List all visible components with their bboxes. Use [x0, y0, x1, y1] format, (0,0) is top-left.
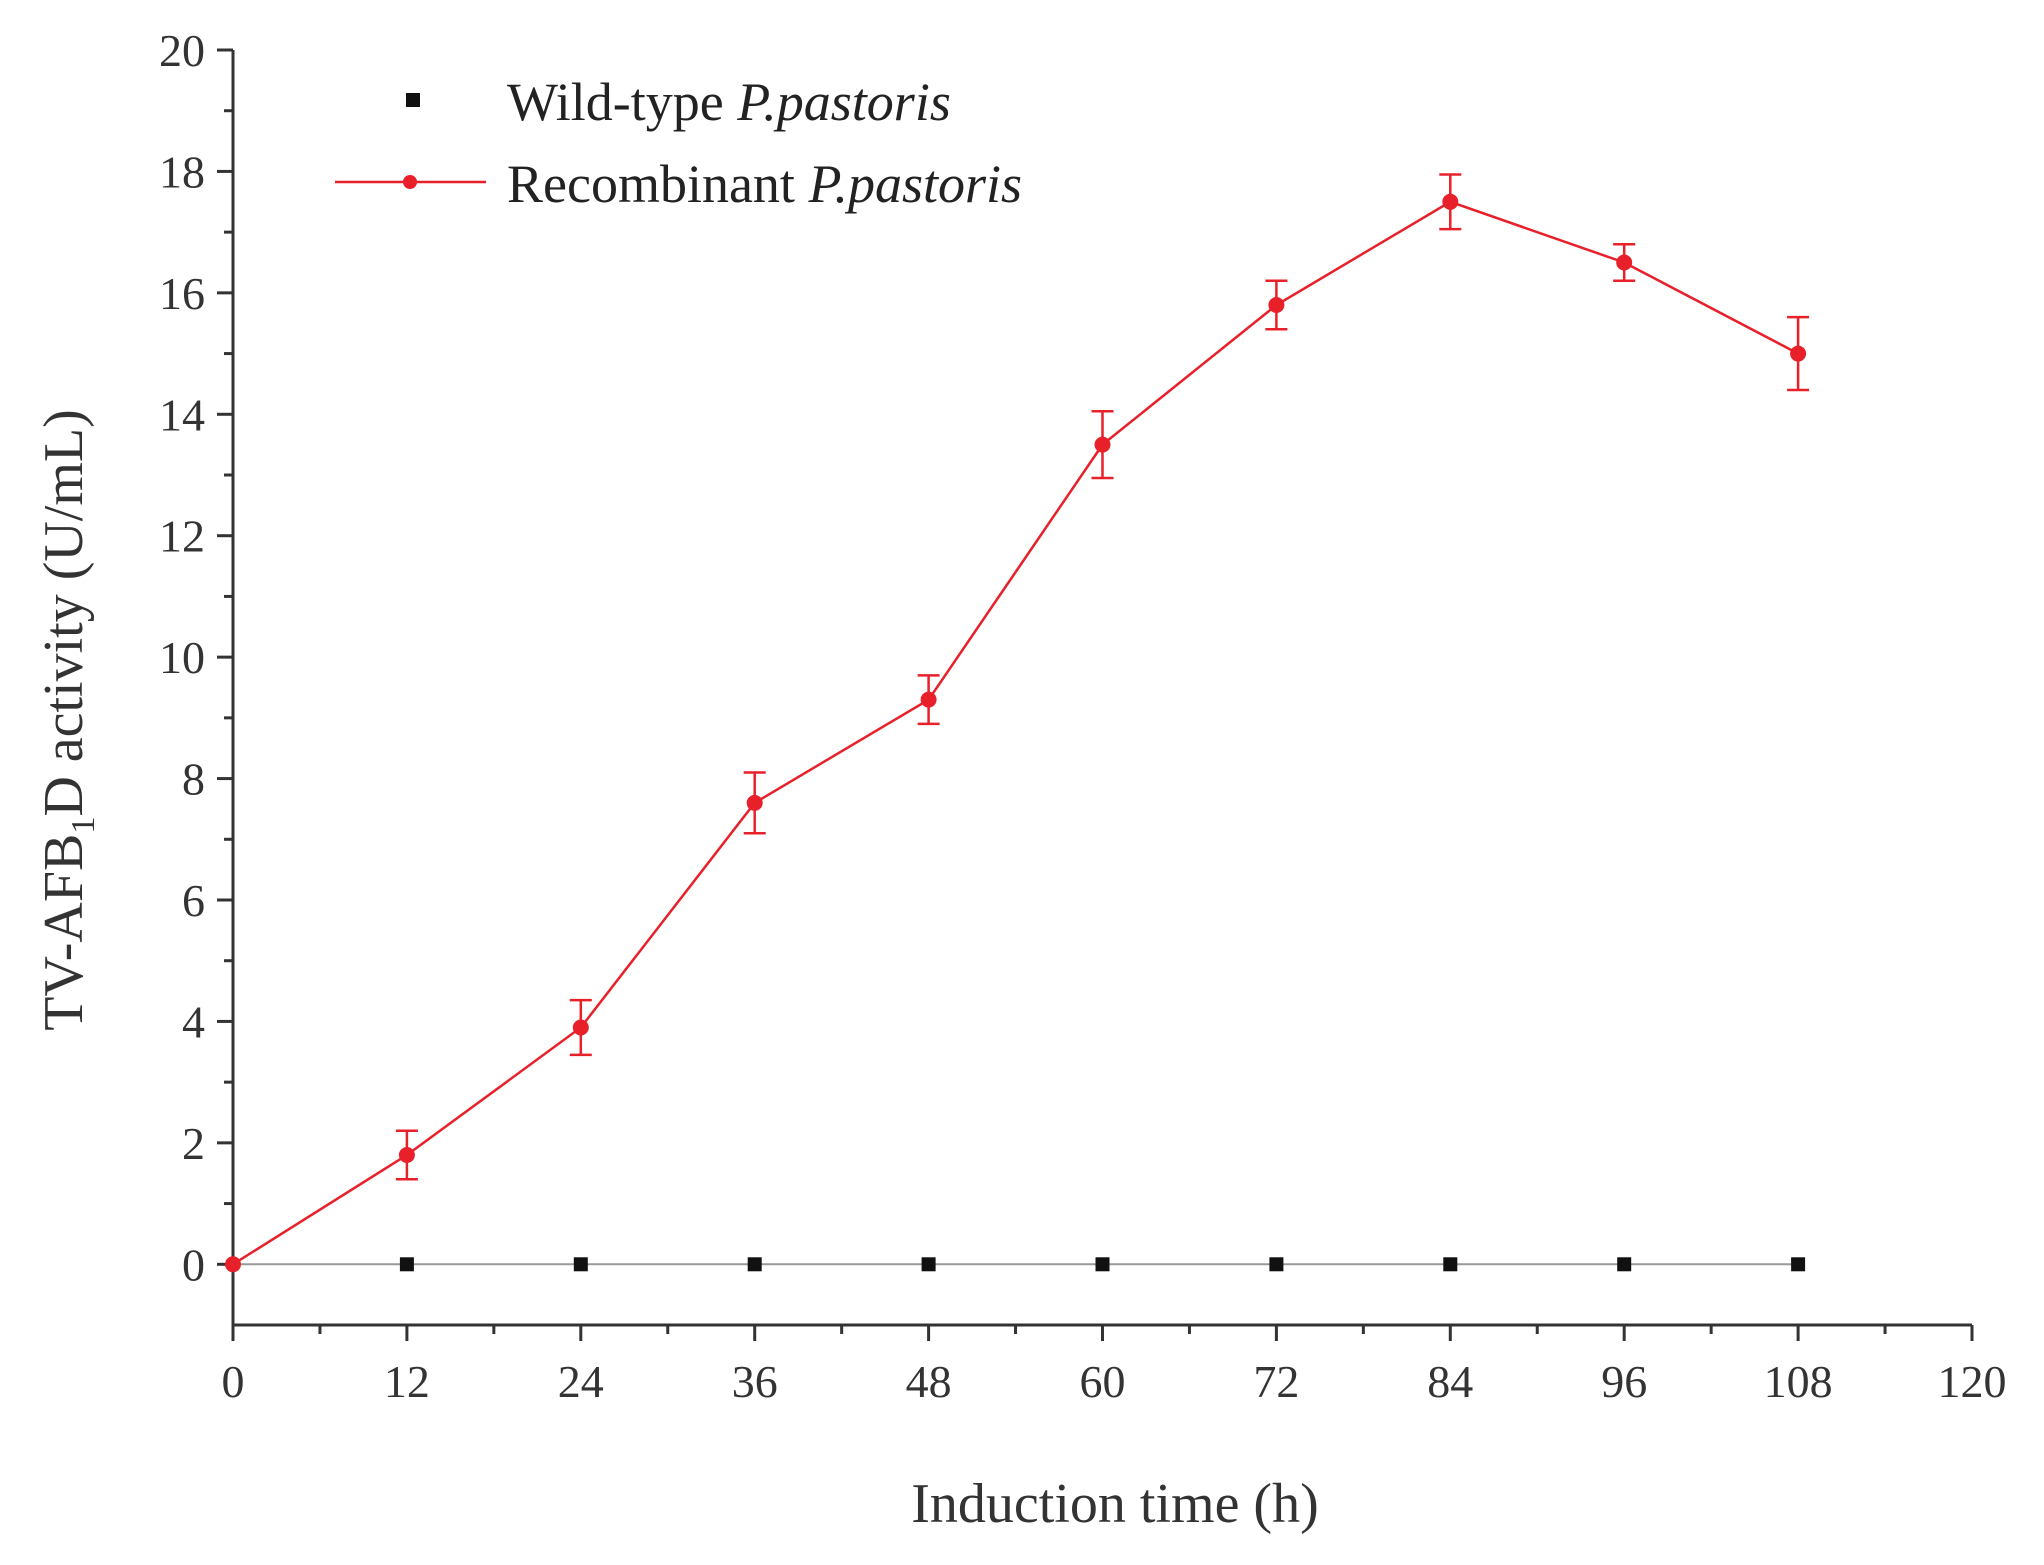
x-tick-label: 12	[384, 1356, 430, 1407]
x-tick-label: 72	[1253, 1356, 1299, 1407]
y-tick-label: 10	[159, 632, 205, 683]
legend-label-wild-type: Wild-type P.pastoris	[507, 72, 951, 132]
wild-type-point	[1095, 1257, 1110, 1272]
recombinant-point	[920, 691, 937, 708]
recombinant-point	[1790, 345, 1807, 362]
x-axis-title: Induction time (h)	[911, 1473, 1318, 1535]
recombinant-point	[1094, 436, 1111, 453]
y-tick-label: 8	[182, 754, 205, 805]
x-axis: 0 12 24 36 48 60 72 84 96 108 120	[222, 1323, 2007, 1407]
y-axis-title-subscript: 1	[65, 817, 102, 834]
wild-type-point	[921, 1257, 936, 1272]
series-wild-type	[399, 1257, 1806, 1272]
recombinant-line	[232, 200, 1799, 1266]
legend-marker-wild-type	[406, 93, 420, 107]
legend-label-wild-type-prefix: Wild-type	[507, 72, 737, 132]
x-tick-label: 24	[558, 1356, 604, 1407]
legend-label-wild-type-italic: P.pastoris	[736, 72, 951, 132]
recombinant-point	[398, 1147, 415, 1163]
y-axis-title-prefix: TV-AFB	[33, 834, 95, 1031]
recombinant-point	[572, 1019, 589, 1036]
wild-type-point	[747, 1257, 762, 1272]
legend-label-recombinant-prefix: Recombinant	[507, 154, 808, 214]
y-axis-title: TV-AFB1D activity (U/mL)	[33, 409, 102, 1031]
recombinant-point	[1268, 297, 1285, 313]
y-axis: 0 2 4 6 8 10 12 14 16 18 20	[159, 25, 235, 1325]
y-tick-label: 0	[182, 1239, 205, 1290]
y-tick-label: 16	[159, 268, 205, 319]
y-tick-label: 12	[159, 511, 205, 562]
recombinant-point	[1616, 254, 1633, 271]
x-tick-label: 48	[906, 1356, 952, 1407]
series-recombinant	[225, 173, 1810, 1273]
y-tick-label: 4	[182, 996, 205, 1047]
x-tick-label: 60	[1080, 1356, 1126, 1407]
y-tick-label: 14	[159, 389, 205, 440]
legend-label-recombinant: Recombinant P.pastoris	[507, 154, 1022, 214]
recombinant-point	[746, 794, 763, 811]
wild-type-point	[399, 1257, 414, 1272]
legend-entry-wild-type: Wild-type P.pastoris	[406, 72, 951, 132]
series-layer	[225, 173, 1810, 1273]
x-tick-label: 96	[1601, 1356, 1647, 1407]
wild-type-point	[573, 1257, 588, 1272]
legend-label-recombinant-italic: P.pastoris	[807, 154, 1022, 214]
wild-type-point	[1617, 1257, 1632, 1272]
y-tick-label: 2	[182, 1118, 205, 1169]
x-tick-label: 0	[222, 1356, 245, 1407]
recombinant-point	[225, 1256, 241, 1273]
legend: Wild-type P.pastoris Recombinant P.pasto…	[335, 72, 1022, 214]
wild-type-point	[1269, 1257, 1284, 1272]
y-tick-label: 20	[159, 25, 205, 76]
x-tick-label: 120	[1938, 1356, 2007, 1407]
wild-type-point	[1443, 1257, 1458, 1272]
x-tick-label: 36	[732, 1356, 778, 1407]
x-tick-label: 108	[1764, 1356, 1833, 1407]
wild-type-point	[1791, 1257, 1806, 1272]
x-tick-label: 84	[1427, 1356, 1473, 1407]
legend-entry-recombinant: Recombinant P.pastoris	[335, 154, 1022, 214]
y-tick-label: 18	[159, 146, 205, 197]
recombinant-point	[1442, 193, 1459, 210]
y-axis-title-suffix: D activity (U/mL)	[33, 409, 95, 816]
y-tick-label: 6	[182, 875, 205, 926]
legend-marker-recombinant	[403, 175, 417, 189]
